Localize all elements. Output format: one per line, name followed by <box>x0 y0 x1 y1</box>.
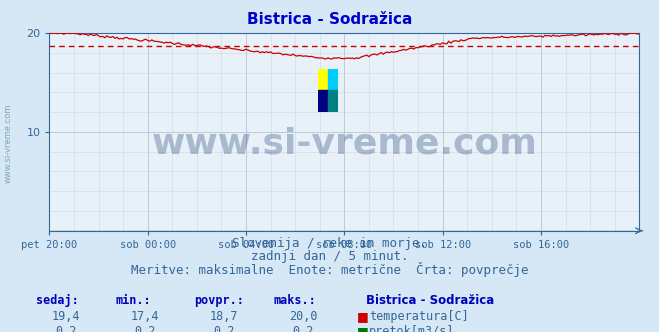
Text: 19,4: 19,4 <box>51 310 80 323</box>
Text: 18,7: 18,7 <box>210 310 239 323</box>
Text: Meritve: maksimalne  Enote: metrične  Črta: povprečje: Meritve: maksimalne Enote: metrične Črta… <box>130 262 529 277</box>
Text: min.:: min.: <box>115 294 151 307</box>
Text: pretok[m3/s]: pretok[m3/s] <box>369 325 455 332</box>
Text: 0,2: 0,2 <box>134 325 156 332</box>
Text: zadnji dan / 5 minut.: zadnji dan / 5 minut. <box>251 250 408 263</box>
Bar <box>318 91 328 112</box>
Text: temperatura[C]: temperatura[C] <box>369 310 469 323</box>
Text: sedaj:: sedaj: <box>36 294 79 307</box>
Text: 17,4: 17,4 <box>130 310 159 323</box>
Text: povpr.:: povpr.: <box>194 294 244 307</box>
Text: www.si-vreme.com: www.si-vreme.com <box>4 103 13 183</box>
Text: 0,2: 0,2 <box>293 325 314 332</box>
Text: Bistrica - Sodražica: Bistrica - Sodražica <box>366 294 494 307</box>
Text: 0,2: 0,2 <box>55 325 76 332</box>
Bar <box>328 91 339 112</box>
Bar <box>318 69 328 91</box>
Text: 20,0: 20,0 <box>289 310 318 323</box>
Text: 0,2: 0,2 <box>214 325 235 332</box>
Text: maks.:: maks.: <box>273 294 316 307</box>
Text: ■: ■ <box>357 310 369 323</box>
Text: Slovenija / reke in morje.: Slovenija / reke in morje. <box>232 237 427 250</box>
Text: www.si-vreme.com: www.si-vreme.com <box>152 127 537 161</box>
Text: ■: ■ <box>357 325 369 332</box>
Text: Bistrica - Sodražica: Bistrica - Sodražica <box>247 12 412 27</box>
Bar <box>328 69 339 91</box>
